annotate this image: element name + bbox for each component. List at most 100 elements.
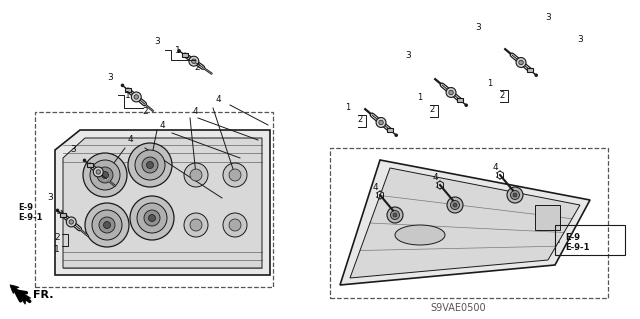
Bar bbox=[125, 88, 131, 92]
Polygon shape bbox=[350, 168, 580, 278]
Circle shape bbox=[184, 163, 208, 187]
Text: 4: 4 bbox=[492, 164, 498, 173]
Bar bbox=[182, 53, 188, 57]
Circle shape bbox=[393, 213, 397, 217]
Text: 2: 2 bbox=[54, 234, 60, 242]
Circle shape bbox=[97, 167, 113, 183]
Circle shape bbox=[449, 90, 453, 95]
Bar bbox=[457, 98, 463, 102]
Circle shape bbox=[67, 217, 76, 227]
Text: 3: 3 bbox=[475, 24, 481, 33]
Text: 2: 2 bbox=[500, 91, 505, 100]
Circle shape bbox=[99, 217, 115, 233]
Text: 4: 4 bbox=[159, 122, 165, 130]
Text: 3: 3 bbox=[107, 72, 113, 81]
Bar bbox=[35, 112, 273, 287]
Text: 1: 1 bbox=[345, 103, 350, 113]
Text: 4: 4 bbox=[432, 174, 438, 182]
Text: E-9-1: E-9-1 bbox=[565, 243, 589, 253]
Polygon shape bbox=[340, 160, 590, 285]
Circle shape bbox=[85, 203, 129, 247]
Text: 4: 4 bbox=[215, 95, 221, 105]
Circle shape bbox=[223, 163, 247, 187]
Circle shape bbox=[184, 213, 208, 237]
Text: 4: 4 bbox=[192, 108, 198, 116]
Text: E-9-1: E-9-1 bbox=[18, 212, 42, 221]
Circle shape bbox=[134, 95, 138, 99]
Text: 2: 2 bbox=[358, 115, 363, 124]
Text: 4: 4 bbox=[127, 136, 133, 145]
Text: 4: 4 bbox=[372, 183, 378, 192]
Circle shape bbox=[223, 213, 247, 237]
Text: E-9: E-9 bbox=[565, 234, 580, 242]
Text: 3: 3 bbox=[577, 35, 583, 44]
Circle shape bbox=[96, 170, 100, 174]
Circle shape bbox=[177, 49, 181, 53]
Circle shape bbox=[102, 172, 109, 179]
Circle shape bbox=[121, 84, 124, 87]
Circle shape bbox=[189, 56, 199, 66]
Text: 2: 2 bbox=[429, 106, 435, 115]
Circle shape bbox=[190, 169, 202, 181]
Circle shape bbox=[142, 157, 158, 173]
Circle shape bbox=[447, 197, 463, 213]
Bar bbox=[60, 213, 66, 217]
Circle shape bbox=[229, 169, 241, 181]
Text: 1: 1 bbox=[125, 91, 131, 100]
Circle shape bbox=[516, 57, 526, 67]
Bar bbox=[330, 148, 608, 298]
Circle shape bbox=[135, 150, 165, 180]
Text: 3: 3 bbox=[405, 50, 411, 60]
Text: 1: 1 bbox=[487, 78, 492, 87]
Text: 1: 1 bbox=[54, 246, 60, 255]
Circle shape bbox=[137, 203, 167, 233]
Circle shape bbox=[93, 167, 103, 177]
Circle shape bbox=[83, 153, 127, 197]
Circle shape bbox=[69, 220, 74, 224]
Circle shape bbox=[56, 209, 60, 212]
Ellipse shape bbox=[395, 225, 445, 245]
Text: E-9: E-9 bbox=[18, 203, 33, 211]
Circle shape bbox=[534, 73, 538, 77]
Circle shape bbox=[104, 221, 111, 228]
Circle shape bbox=[465, 103, 468, 107]
Circle shape bbox=[92, 210, 122, 240]
Bar bbox=[387, 128, 393, 132]
Circle shape bbox=[148, 214, 156, 221]
Circle shape bbox=[379, 120, 383, 125]
Circle shape bbox=[507, 187, 523, 203]
Circle shape bbox=[131, 92, 141, 102]
Circle shape bbox=[128, 143, 172, 187]
Circle shape bbox=[451, 201, 460, 210]
Text: 2: 2 bbox=[194, 63, 200, 72]
Text: 2: 2 bbox=[142, 108, 148, 116]
Circle shape bbox=[144, 210, 160, 226]
Circle shape bbox=[376, 117, 386, 127]
Polygon shape bbox=[55, 130, 270, 275]
Circle shape bbox=[390, 211, 399, 219]
Bar bbox=[555, 225, 625, 255]
Circle shape bbox=[130, 196, 174, 240]
Circle shape bbox=[190, 219, 202, 231]
Text: 3: 3 bbox=[545, 13, 551, 23]
Text: FR.: FR. bbox=[33, 290, 54, 300]
Text: 3: 3 bbox=[70, 145, 76, 154]
Circle shape bbox=[511, 190, 520, 199]
Bar bbox=[87, 163, 93, 167]
Circle shape bbox=[387, 207, 403, 223]
Text: 3: 3 bbox=[154, 38, 160, 47]
Circle shape bbox=[519, 60, 524, 65]
Circle shape bbox=[513, 193, 517, 197]
Bar bbox=[527, 68, 533, 72]
Circle shape bbox=[191, 59, 196, 63]
Text: 1: 1 bbox=[175, 46, 181, 55]
Circle shape bbox=[453, 203, 457, 207]
Text: 3: 3 bbox=[47, 194, 53, 203]
Circle shape bbox=[446, 87, 456, 97]
Circle shape bbox=[229, 219, 241, 231]
Circle shape bbox=[147, 161, 154, 168]
Circle shape bbox=[83, 159, 86, 162]
Circle shape bbox=[90, 160, 120, 190]
Text: 1: 1 bbox=[417, 93, 422, 102]
Circle shape bbox=[394, 133, 398, 137]
